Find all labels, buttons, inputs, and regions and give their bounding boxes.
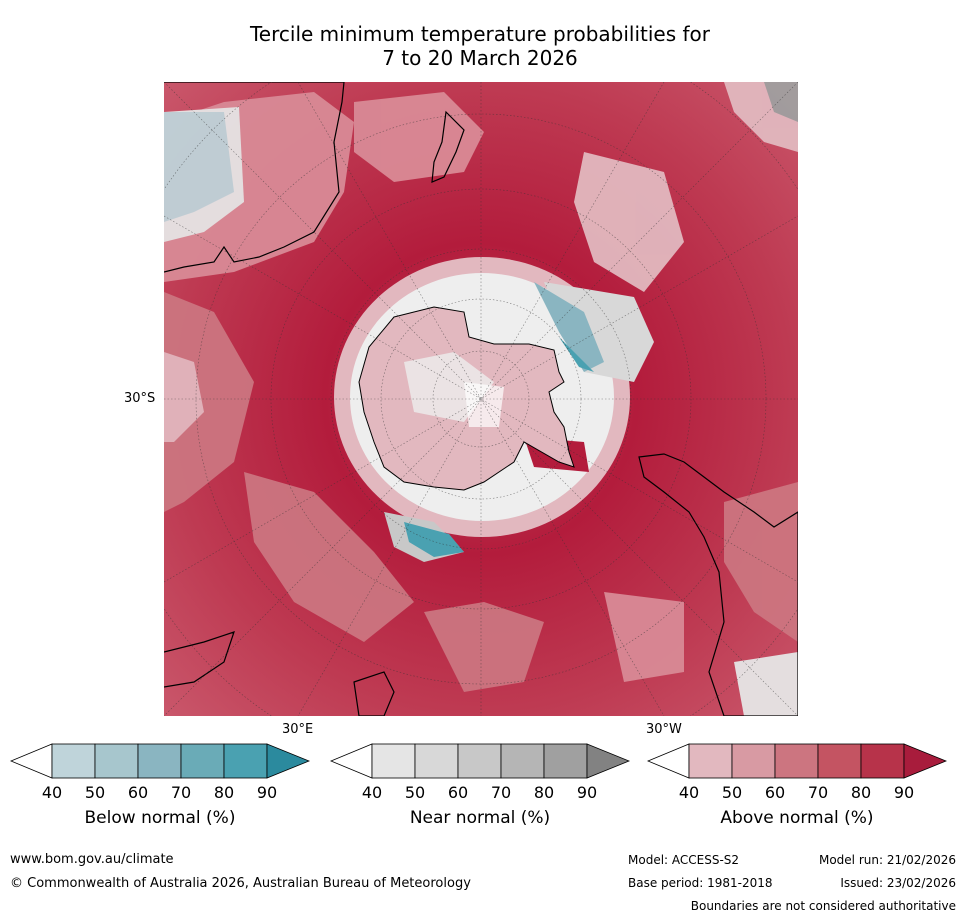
probability-map	[100, 18, 862, 780]
colorbar-above-tick: 80	[850, 783, 872, 802]
colorbar-above-bin-40	[688, 743, 733, 779]
africa-coastline	[163, 631, 235, 688]
lon-label-30w: 30°W	[646, 722, 682, 737]
australia-coastline	[163, 81, 345, 273]
below-normal-patch-east	[534, 282, 604, 372]
colorbar-near-tick: 70	[490, 783, 512, 802]
colorbar-above-normal	[647, 743, 947, 779]
colorbar-above-over-triangle	[903, 743, 947, 779]
colorbar-below-tick: 40	[41, 783, 63, 802]
colorbar-near-over-triangle	[586, 743, 630, 779]
footer-model-run: Model run: 21/02/2026	[818, 853, 956, 867]
colorbar-below-bin-40	[51, 743, 96, 779]
colorbar-below-over-triangle	[266, 743, 310, 779]
colorbar-near-under-triangle	[330, 743, 373, 779]
colorbar-near-bin-70	[500, 743, 545, 779]
colorbar-near-bin-40	[371, 743, 416, 779]
colorbar-near-tick: 60	[447, 783, 469, 802]
colorbar-above-bin-80	[860, 743, 905, 779]
colorbar-below-bin-60	[137, 743, 182, 779]
below-normal-patch-west	[404, 522, 464, 557]
map-title-line1: Tercile minimum temperature probabilitie…	[249, 22, 711, 46]
footer-base-period: Base period: 1981-2018	[628, 876, 773, 890]
colorbar-below-bin-70	[180, 743, 225, 779]
colorbar-below-bin-50	[94, 743, 139, 779]
colorbar-near-tick: 40	[361, 783, 383, 802]
colorbar-below-under-triangle	[10, 743, 53, 779]
footer-copyright: © Commonwealth of Australia 2026, Austra…	[10, 876, 471, 891]
colorbar-below-tick: 60	[127, 783, 149, 802]
colorbar-near-bin-60	[457, 743, 502, 779]
colorbar-above-tick: 50	[721, 783, 743, 802]
colorbar-near-bin-80	[543, 743, 588, 779]
legend-title-near: Near normal (%)	[409, 808, 551, 828]
colorbar-above-bin-50	[731, 743, 776, 779]
new-zealand-coastline	[431, 110, 465, 183]
map-canvas	[100, 18, 862, 780]
colorbar-below-tick: 50	[84, 783, 106, 802]
colorbar-above-under-triangle	[647, 743, 690, 779]
legend-title-below: Below normal (%)	[84, 808, 236, 828]
madagascar-coastline	[353, 671, 395, 717]
lon-label-30e: 30°E	[282, 722, 314, 737]
map-title-line2: 7 to 20 March 2026	[382, 46, 578, 70]
colorbar-near-tick: 90	[576, 783, 598, 802]
colorbar-above-tick: 60	[764, 783, 786, 802]
colorbar-above-tick: 70	[807, 783, 829, 802]
probability-patches	[164, 82, 798, 716]
colorbar-below-tick: 80	[213, 783, 235, 802]
colorbar-near-normal	[330, 743, 630, 779]
footer-disclaimer: Boundaries are not considered authoritat…	[690, 899, 956, 913]
colorbar-below-tick: 90	[256, 783, 278, 802]
colorbar-above-bin-70	[817, 743, 862, 779]
colorbar-below-bin-80	[223, 743, 268, 779]
footer-url: www.bom.gov.au/climate	[10, 852, 174, 867]
colorbar-near-tick: 80	[533, 783, 555, 802]
colorbar-near-tick: 50	[404, 783, 426, 802]
lat-label-30s: 30°S	[124, 391, 156, 406]
colorbar-near-bin-50	[414, 743, 459, 779]
legend-title-above: Above normal (%)	[720, 808, 874, 828]
colorbar-above-tick: 90	[893, 783, 915, 802]
footer-issued: Issued: 23/02/2026	[840, 876, 956, 890]
footer-model: Model: ACCESS-S2	[628, 853, 740, 867]
colorbar-below-tick: 70	[170, 783, 192, 802]
colorbar-above-bin-60	[774, 743, 819, 779]
colorbar-below-normal	[10, 743, 310, 779]
colorbar-above-tick: 40	[678, 783, 700, 802]
